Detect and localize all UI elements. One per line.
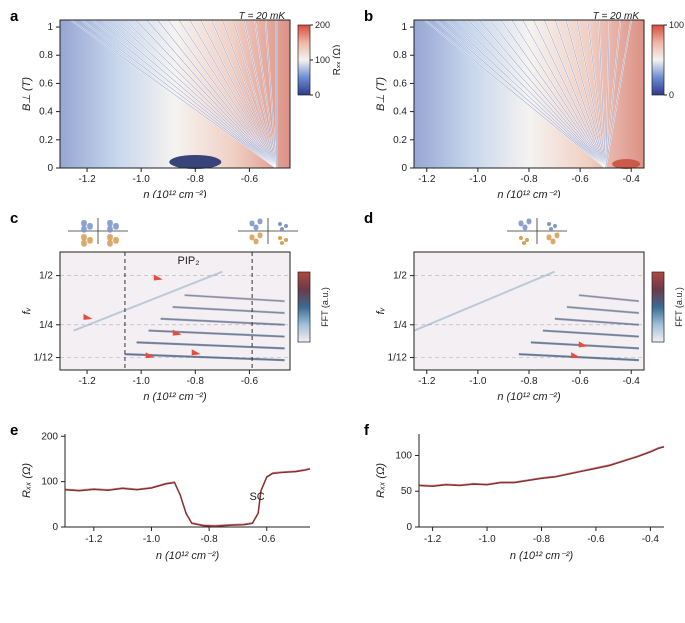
panel-d-svg: -1.2 -1.0 -0.8 -0.6 -0.4 1/12 1/4 1/2 n (10¹² cm… <box>364 210 684 410</box>
svg-text:-0.6: -0.6 <box>241 376 259 387</box>
panel-e: e -1.2 -1.0 -0.8 -0.6 0 100 200 n (10¹² cm⁻²) Rₓ… <box>10 422 340 572</box>
panel-a-svg: -1.2 -1.0 -0.8 -0.6 0 0.2 0.4 0.6 0.8 1 n (10¹² cm… <box>10 8 340 198</box>
svg-text:Rₓₓ (Ω): Rₓₓ (Ω) <box>375 463 387 498</box>
panel-b-svg: -1.2 -1.0 -0.8 -0.6 -0.4 0 0.2 0.4 0.6 0.8 1 n (10¹… <box>364 8 684 198</box>
svg-text:-1.2: -1.2 <box>418 376 436 387</box>
svg-text:1/4: 1/4 <box>39 320 53 331</box>
svg-text:-0.6: -0.6 <box>571 174 589 185</box>
panel-f: f -1.2 -1.0 -0.8 -0.6 -0.4 0 50 100 n (10¹² cm⁻²… <box>364 422 684 572</box>
svg-text:-0.4: -0.4 <box>623 376 641 387</box>
panel-f-svg: -1.2 -1.0 -0.8 -0.6 -0.4 0 50 100 n (10¹² cm⁻²) R… <box>364 422 684 572</box>
svg-text:-0.8: -0.8 <box>520 376 538 387</box>
svg-text:200: 200 <box>41 431 58 442</box>
svg-text:0: 0 <box>47 163 53 174</box>
svg-text:-0.8: -0.8 <box>520 174 538 185</box>
svg-text:50: 50 <box>401 486 413 497</box>
svg-text:1: 1 <box>401 22 407 33</box>
svg-text:0.6: 0.6 <box>393 78 407 89</box>
svg-text:0: 0 <box>401 163 407 174</box>
svg-text:-1.2: -1.2 <box>424 534 442 545</box>
svg-text:-0.6: -0.6 <box>571 376 589 387</box>
svg-text:1/12: 1/12 <box>34 353 54 364</box>
svg-text:100: 100 <box>669 20 684 30</box>
svg-text:FFT (a.u.): FFT (a.u.) <box>674 287 684 327</box>
svg-text:1/2: 1/2 <box>393 271 407 282</box>
svg-text:-1.0: -1.0 <box>143 534 161 545</box>
svg-text:0.2: 0.2 <box>39 135 53 146</box>
svg-text:200: 200 <box>315 20 330 30</box>
svg-text:0.8: 0.8 <box>393 50 407 61</box>
row-ab: a -1.2 -1.0 -0.8 -0.6 0 0.2 0.4 0.6 0.8 1 n (10¹² … <box>10 8 675 198</box>
svg-text:0.6: 0.6 <box>39 78 53 89</box>
svg-text:-0.6: -0.6 <box>587 534 605 545</box>
svg-text:0: 0 <box>669 90 674 100</box>
svg-text:-1.0: -1.0 <box>478 534 496 545</box>
svg-text:T = 20 mK: T = 20 mK <box>239 11 287 22</box>
svg-text:0.2: 0.2 <box>393 135 407 146</box>
svg-text:-1.2: -1.2 <box>418 174 436 185</box>
svg-text:n (10¹² cm⁻²): n (10¹² cm⁻²) <box>497 391 561 403</box>
svg-text:n (10¹² cm⁻²): n (10¹² cm⁻²) <box>497 189 561 198</box>
svg-text:-0.8: -0.8 <box>187 174 205 185</box>
svg-text:0.4: 0.4 <box>393 107 407 118</box>
svg-text:fᵥ: fᵥ <box>375 307 387 314</box>
svg-text:PIP₂: PIP₂ <box>178 255 200 267</box>
svg-text:1/12: 1/12 <box>388 353 408 364</box>
panel-a-label: a <box>10 8 18 25</box>
panel-c-svg: PIP₂ -1.2 -1.0 -0.8 -0.6 1/12 1/4 1/2 n (10¹² cm… <box>10 210 340 410</box>
svg-text:-0.6: -0.6 <box>241 174 259 185</box>
svg-text:1: 1 <box>47 22 53 33</box>
svg-text:0.8: 0.8 <box>39 50 53 61</box>
row-cd: c PIP₂ -1.2 -1.0 -0.8 -0.6 1/12 1/4 1/2 n (10¹² … <box>10 210 675 410</box>
panel-f-label: f <box>364 422 369 439</box>
svg-text:SC: SC <box>249 491 264 503</box>
svg-text:fᵥ: fᵥ <box>21 307 33 314</box>
panel-b-label: b <box>364 8 373 25</box>
svg-text:-1.0: -1.0 <box>469 376 487 387</box>
svg-text:-1.2: -1.2 <box>78 174 96 185</box>
svg-text:-1.0: -1.0 <box>469 174 487 185</box>
svg-text:100: 100 <box>41 477 58 488</box>
svg-text:0: 0 <box>52 522 58 533</box>
svg-text:n (10¹² cm⁻²): n (10¹² cm⁻²) <box>156 550 220 562</box>
svg-text:0: 0 <box>315 90 320 100</box>
svg-text:1/2: 1/2 <box>39 271 53 282</box>
svg-text:-0.8: -0.8 <box>533 534 551 545</box>
svg-text:0: 0 <box>406 522 412 533</box>
svg-text:T = 20 mK: T = 20 mK <box>593 11 641 22</box>
svg-text:-1.2: -1.2 <box>78 376 96 387</box>
panel-a: a -1.2 -1.0 -0.8 -0.6 0 0.2 0.4 0.6 0.8 1 n (10¹² … <box>10 8 340 198</box>
svg-text:-1.0: -1.0 <box>133 376 151 387</box>
row-ef: e -1.2 -1.0 -0.8 -0.6 0 100 200 n (10¹² cm⁻²) Rₓ… <box>10 422 675 572</box>
svg-text:Rₓₓ (Ω): Rₓₓ (Ω) <box>332 45 340 76</box>
svg-text:-0.4: -0.4 <box>623 174 641 185</box>
svg-text:100: 100 <box>395 450 412 461</box>
panel-d: d -1.2 -1.0 -0.8 -0.6 -0.4 1/12 1/4 1/2 n (10¹² … <box>364 210 684 410</box>
svg-text:-0.8: -0.8 <box>187 376 205 387</box>
svg-text:n (10¹² cm⁻²): n (10¹² cm⁻²) <box>143 391 207 403</box>
svg-text:-0.4: -0.4 <box>642 534 660 545</box>
svg-text:-1.2: -1.2 <box>85 534 103 545</box>
svg-text:-0.8: -0.8 <box>201 534 219 545</box>
svg-text:Rₓₓ (Ω): Rₓₓ (Ω) <box>21 463 33 498</box>
svg-text:1/4: 1/4 <box>393 320 407 331</box>
panel-e-svg: -1.2 -1.0 -0.8 -0.6 0 100 200 n (10¹² cm⁻²) Rₓₓ … <box>10 422 340 572</box>
svg-text:0.4: 0.4 <box>39 107 53 118</box>
panel-e-label: e <box>10 422 18 439</box>
svg-text:FFT (a.u.): FFT (a.u.) <box>320 287 330 327</box>
svg-text:n (10¹² cm⁻²): n (10¹² cm⁻²) <box>143 189 207 198</box>
svg-text:B⊥ (T): B⊥ (T) <box>375 77 387 111</box>
panel-c-label: c <box>10 210 18 227</box>
svg-text:-0.6: -0.6 <box>258 534 276 545</box>
svg-text:B⊥ (T): B⊥ (T) <box>21 77 33 111</box>
panel-c: c PIP₂ -1.2 -1.0 -0.8 -0.6 1/12 1/4 1/2 n (10¹² … <box>10 210 340 410</box>
svg-text:-1.0: -1.0 <box>133 174 151 185</box>
svg-text:100: 100 <box>315 55 330 65</box>
panel-b: b -1.2 -1.0 -0.8 -0.6 -0.4 0 0.2 0.4 0.6 0.8 1 n (1… <box>364 8 684 198</box>
svg-text:n (10¹² cm⁻²): n (10¹² cm⁻²) <box>510 550 574 562</box>
panel-d-label: d <box>364 210 373 227</box>
